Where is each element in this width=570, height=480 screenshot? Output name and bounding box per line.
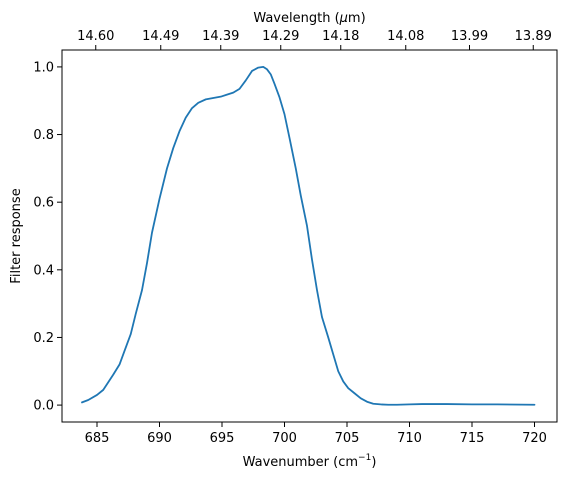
y-tick-label: 0.0 [33,399,54,414]
x-tick-label: 685 [85,431,110,446]
top-axis-ticks: 14.60 14.49 14.39 14.29 14.18 14.08 13.99 13.89 [77,29,552,50]
top-tick-label: 14.60 [77,29,114,44]
plot-frame [61,49,558,423]
top-tick-label: 14.08 [387,29,424,44]
x-axis-label: Wavenumber (cm−1) [243,453,377,470]
top-tick-label: 13.89 [515,29,552,44]
x-axis-label-superscript: −1 [358,453,371,463]
filter-response-line [81,66,536,406]
top-tick-label: 14.18 [322,29,359,44]
y-tick-label: 0.4 [33,263,54,278]
y-axis-label: Filter response [9,188,24,283]
top-axis-label-end: m) [348,11,366,26]
x-axis-label-text: Wavenumber (cm [243,455,358,470]
y-tick-label: 0.6 [33,196,54,211]
top-tick-label: 14.29 [262,29,299,44]
x-tick-label: 700 [272,431,297,446]
y-axis-ticks: 0.0 0.2 0.4 0.6 0.8 1.0 [33,60,62,414]
x-tick-label: 705 [335,431,360,446]
y-tick-label: 0.2 [33,331,54,346]
top-tick-label: 13.99 [451,29,488,44]
x-tick-label: 695 [210,431,235,446]
y-tick-label: 1.0 [33,60,54,75]
y-tick-label: 0.8 [33,128,54,143]
top-axis-label-mu: μ [339,11,348,26]
top-tick-label: 14.49 [142,29,179,44]
x-tick-label: 710 [397,431,422,446]
top-axis-label-text: Wavelength ( [253,11,339,26]
top-tick-label: 14.39 [202,29,239,44]
top-axis-label: Wavelength (μm) [253,11,365,26]
x-axis-label-end: ) [371,455,376,470]
x-axis-ticks: 685 690 695 700 705 710 715 720 [85,422,547,446]
x-tick-label: 715 [460,431,485,446]
x-tick-label: 690 [147,431,172,446]
x-tick-label: 720 [522,431,547,446]
